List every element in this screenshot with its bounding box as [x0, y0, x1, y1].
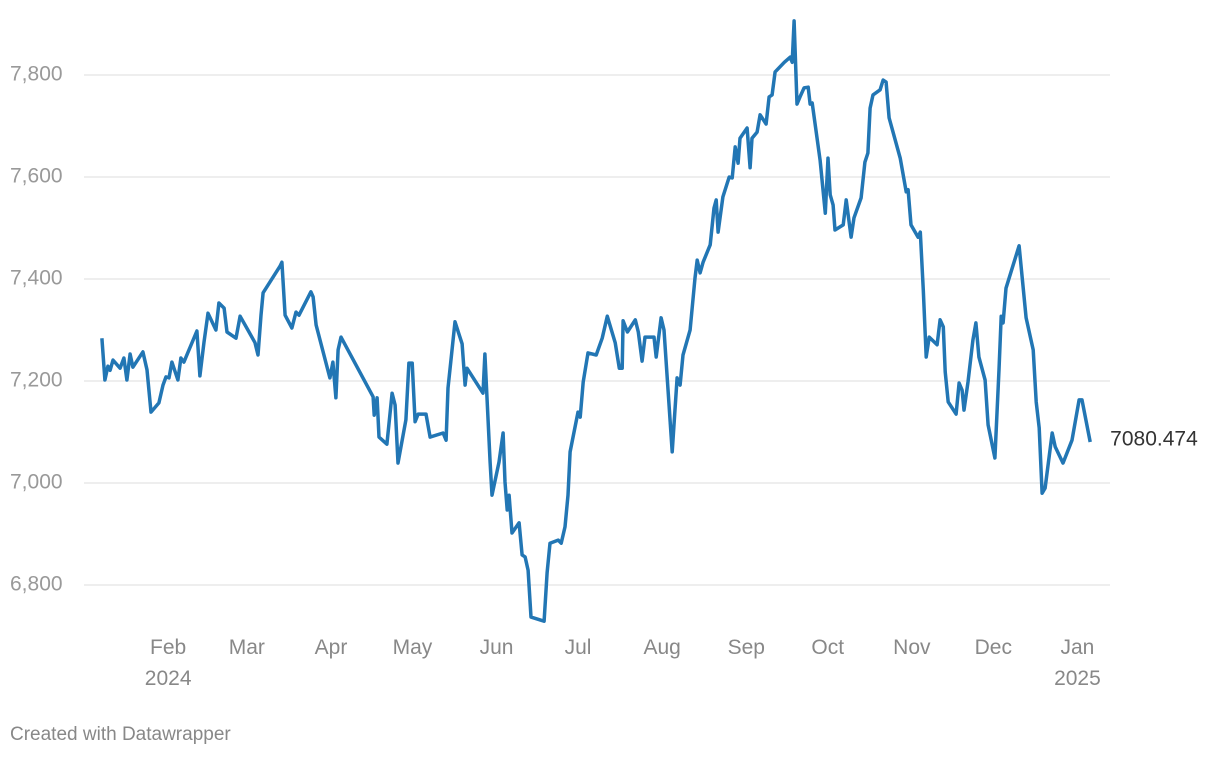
x-tick-label: Sep — [727, 635, 765, 659]
x-tick-label: Jul — [564, 635, 592, 659]
x-tick-label: Aug — [643, 635, 681, 659]
y-tick-label: 7,200 — [10, 369, 63, 392]
y-tick-label: 7,800 — [10, 63, 63, 86]
x-tick-label: Jun — [479, 635, 514, 659]
y-tick-label: 6,800 — [10, 573, 63, 596]
x-tick-label: Jan 2025 — [1054, 635, 1101, 690]
y-tick-label: 7,000 — [10, 471, 63, 494]
end-value-label: 7080.474 — [1110, 428, 1198, 451]
x-tick-label: May — [392, 635, 433, 659]
y-tick-label: 7,600 — [10, 165, 63, 188]
x-tick-label: Mar — [228, 635, 265, 659]
x-tick-label: Feb 2024 — [144, 635, 192, 690]
credit: Created with Datawrapper — [10, 724, 231, 745]
y-tick-label: 7,400 — [10, 267, 63, 290]
x-tick-label: Oct — [811, 635, 845, 659]
x-tick-label: Dec — [974, 635, 1012, 659]
x-tick-label: Apr — [314, 635, 348, 659]
line — [100, 19, 1092, 623]
x-tick-label: Nov — [893, 635, 931, 659]
